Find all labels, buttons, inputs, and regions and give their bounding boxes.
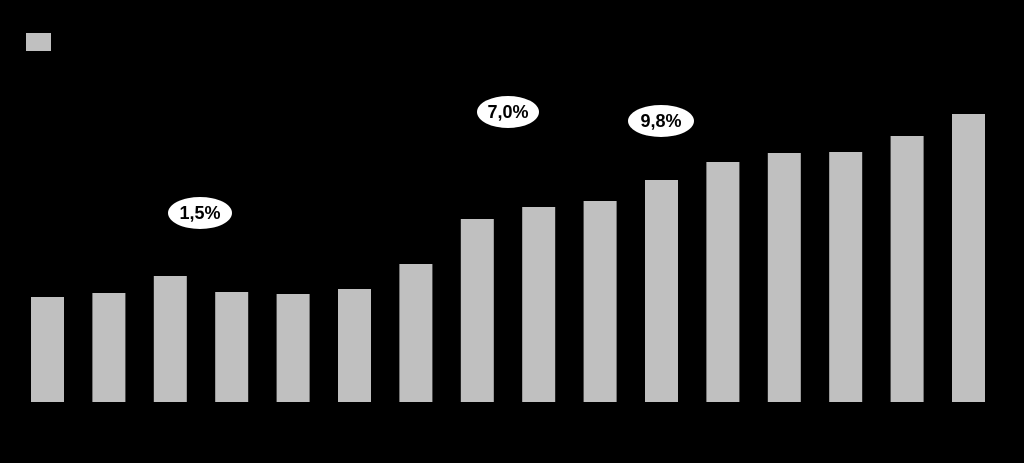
growth-callout-3: 9,8%	[628, 105, 694, 137]
growth-callout-2: 7,0%	[477, 96, 539, 128]
legend-swatch	[26, 33, 51, 51]
bar-14	[829, 152, 863, 402]
bar-3	[153, 276, 187, 402]
bar-12	[706, 162, 740, 402]
bar-15	[890, 136, 924, 402]
bar-16	[952, 114, 985, 402]
bar-1	[31, 297, 64, 402]
bar-13	[767, 153, 801, 402]
growth-callout-1: 1,5%	[168, 197, 232, 229]
bar-6	[338, 289, 371, 402]
bar-2	[92, 293, 126, 402]
bar-5	[276, 294, 310, 402]
bar-9	[522, 207, 556, 402]
bar-10	[583, 201, 617, 402]
bar-8	[460, 219, 494, 402]
bar-4	[215, 292, 249, 402]
bar-11	[645, 180, 678, 402]
bar-7	[399, 264, 433, 402]
